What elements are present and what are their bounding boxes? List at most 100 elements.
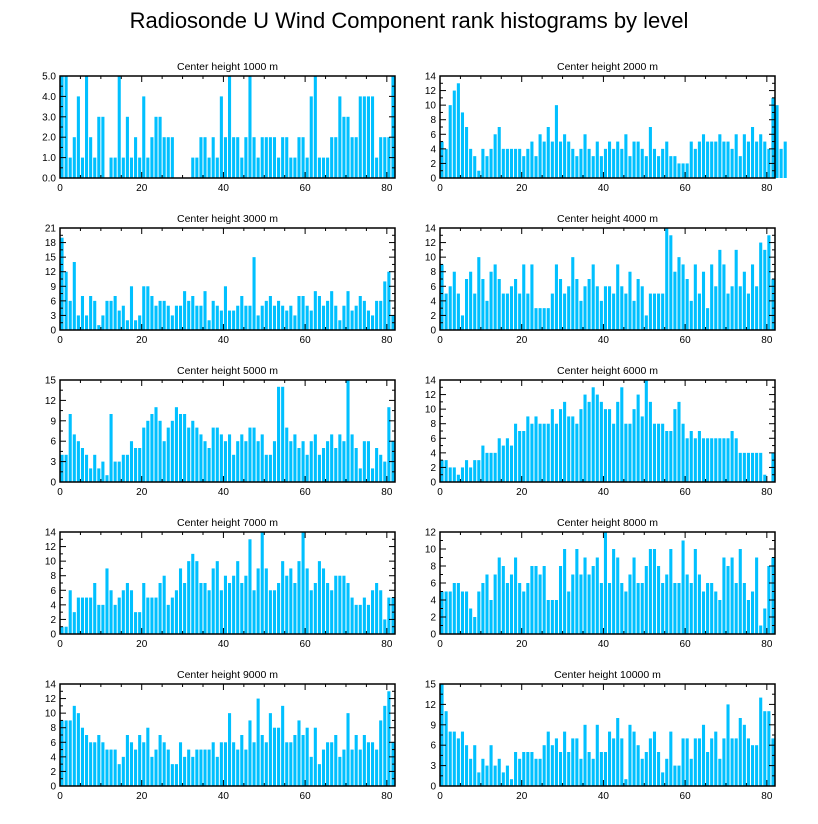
- x-tick-label: 60: [680, 487, 692, 498]
- histogram-bar: [330, 137, 334, 178]
- histogram-bar: [608, 583, 612, 634]
- histogram-bar: [750, 745, 755, 786]
- histogram-bar: [714, 141, 718, 178]
- histogram-bar: [334, 448, 338, 482]
- histogram-bar: [477, 772, 481, 786]
- panel-title: Center height 6000 m: [557, 365, 658, 377]
- x-tick-label: 80: [381, 791, 393, 802]
- x-tick-label: 20: [516, 487, 528, 498]
- histogram-bar: [162, 575, 166, 634]
- histogram-bar: [358, 749, 362, 786]
- histogram-bar: [342, 116, 346, 178]
- histogram-bar: [183, 414, 187, 482]
- histogram-bar: [305, 727, 309, 786]
- histogram-bar: [550, 745, 554, 786]
- y-tick-label: 6: [50, 296, 56, 307]
- histogram-bar: [154, 749, 158, 786]
- histogram-bar: [211, 568, 215, 634]
- histogram-bar: [648, 401, 652, 482]
- histogram-bar: [183, 756, 187, 786]
- histogram-bar: [354, 448, 358, 482]
- histogram-bar: [346, 291, 350, 330]
- histogram-bar: [689, 141, 693, 178]
- histogram-bar: [366, 742, 370, 786]
- histogram-bar: [726, 141, 730, 178]
- y-tick-label: 3: [50, 311, 56, 322]
- histogram-bar: [518, 758, 522, 786]
- histogram-bar: [563, 549, 567, 634]
- histogram-bar: [706, 583, 710, 634]
- histogram-bar: [783, 141, 787, 178]
- histogram-bar: [469, 467, 473, 482]
- y-tick-label: 3: [430, 761, 436, 772]
- histogram-bar: [701, 724, 706, 786]
- y-tick-label: 12: [45, 267, 57, 278]
- histogram-bar: [236, 441, 240, 482]
- histogram-bar: [207, 448, 211, 482]
- histogram-bar: [268, 454, 272, 482]
- histogram-bar: [101, 116, 105, 178]
- histogram-bar: [444, 460, 448, 482]
- histogram-bar: [366, 604, 370, 634]
- histogram-bar: [268, 296, 272, 330]
- histogram-bar: [317, 296, 321, 330]
- histogram-bar: [219, 310, 223, 330]
- histogram-bar: [68, 414, 72, 482]
- histogram-bar: [701, 438, 706, 482]
- histogram-bar: [68, 720, 72, 786]
- histogram-bar: [338, 96, 342, 178]
- histogram-bar: [710, 438, 714, 482]
- histogram-bar: [260, 305, 264, 330]
- histogram-bar: [277, 386, 281, 482]
- histogram-bar: [236, 137, 240, 178]
- y-tick-label: 15: [45, 253, 57, 264]
- histogram-bar: [272, 305, 277, 330]
- y-tick-label: 12: [45, 396, 57, 407]
- histogram-bar: [522, 156, 526, 178]
- histogram-bar: [546, 127, 550, 178]
- histogram-bar: [685, 574, 689, 634]
- histogram-bar: [109, 300, 113, 330]
- histogram-bar: [456, 293, 460, 330]
- histogram-bar: [755, 745, 759, 786]
- histogram-bar: [608, 409, 612, 482]
- histogram-bar: [685, 163, 689, 178]
- histogram-bar: [742, 583, 746, 634]
- histogram-bar: [550, 141, 554, 178]
- x-tick-label: 80: [381, 183, 393, 194]
- histogram-bar: [460, 112, 465, 178]
- histogram-bar: [697, 431, 701, 482]
- histogram-bar: [456, 583, 460, 634]
- histogram-bar: [354, 305, 358, 330]
- histogram-bar: [321, 568, 326, 634]
- y-tick-label: 12: [425, 390, 437, 401]
- histogram-bar: [199, 137, 203, 178]
- y-tick-label: 8: [430, 267, 436, 278]
- histogram-bar: [661, 293, 665, 330]
- histogram-bar: [293, 583, 297, 634]
- histogram-bar: [473, 617, 477, 634]
- histogram-bar: [101, 742, 105, 786]
- histogram-bar: [612, 423, 616, 482]
- y-tick-label: 12: [425, 86, 437, 97]
- histogram-bar: [272, 727, 277, 786]
- histogram-bar: [338, 434, 342, 482]
- histogram-bar: [97, 468, 101, 482]
- histogram-bar: [301, 441, 305, 482]
- histogram-bar: [170, 137, 174, 178]
- histogram-bar: [448, 731, 452, 786]
- histogram-bar: [134, 612, 138, 634]
- histogram-bar: [591, 566, 595, 634]
- histogram-bar: [240, 583, 244, 634]
- histogram-bar: [89, 296, 93, 330]
- histogram-bar: [763, 474, 767, 482]
- histogram-bar: [534, 308, 538, 330]
- histogram-bar: [101, 461, 105, 482]
- x-tick-label: 40: [218, 487, 230, 498]
- histogram-bar: [755, 141, 759, 178]
- histogram-bar: [697, 141, 701, 178]
- histogram-bar: [538, 574, 542, 634]
- histogram-bar: [563, 401, 567, 482]
- histogram-bar: [460, 591, 465, 634]
- histogram-bar: [746, 293, 750, 330]
